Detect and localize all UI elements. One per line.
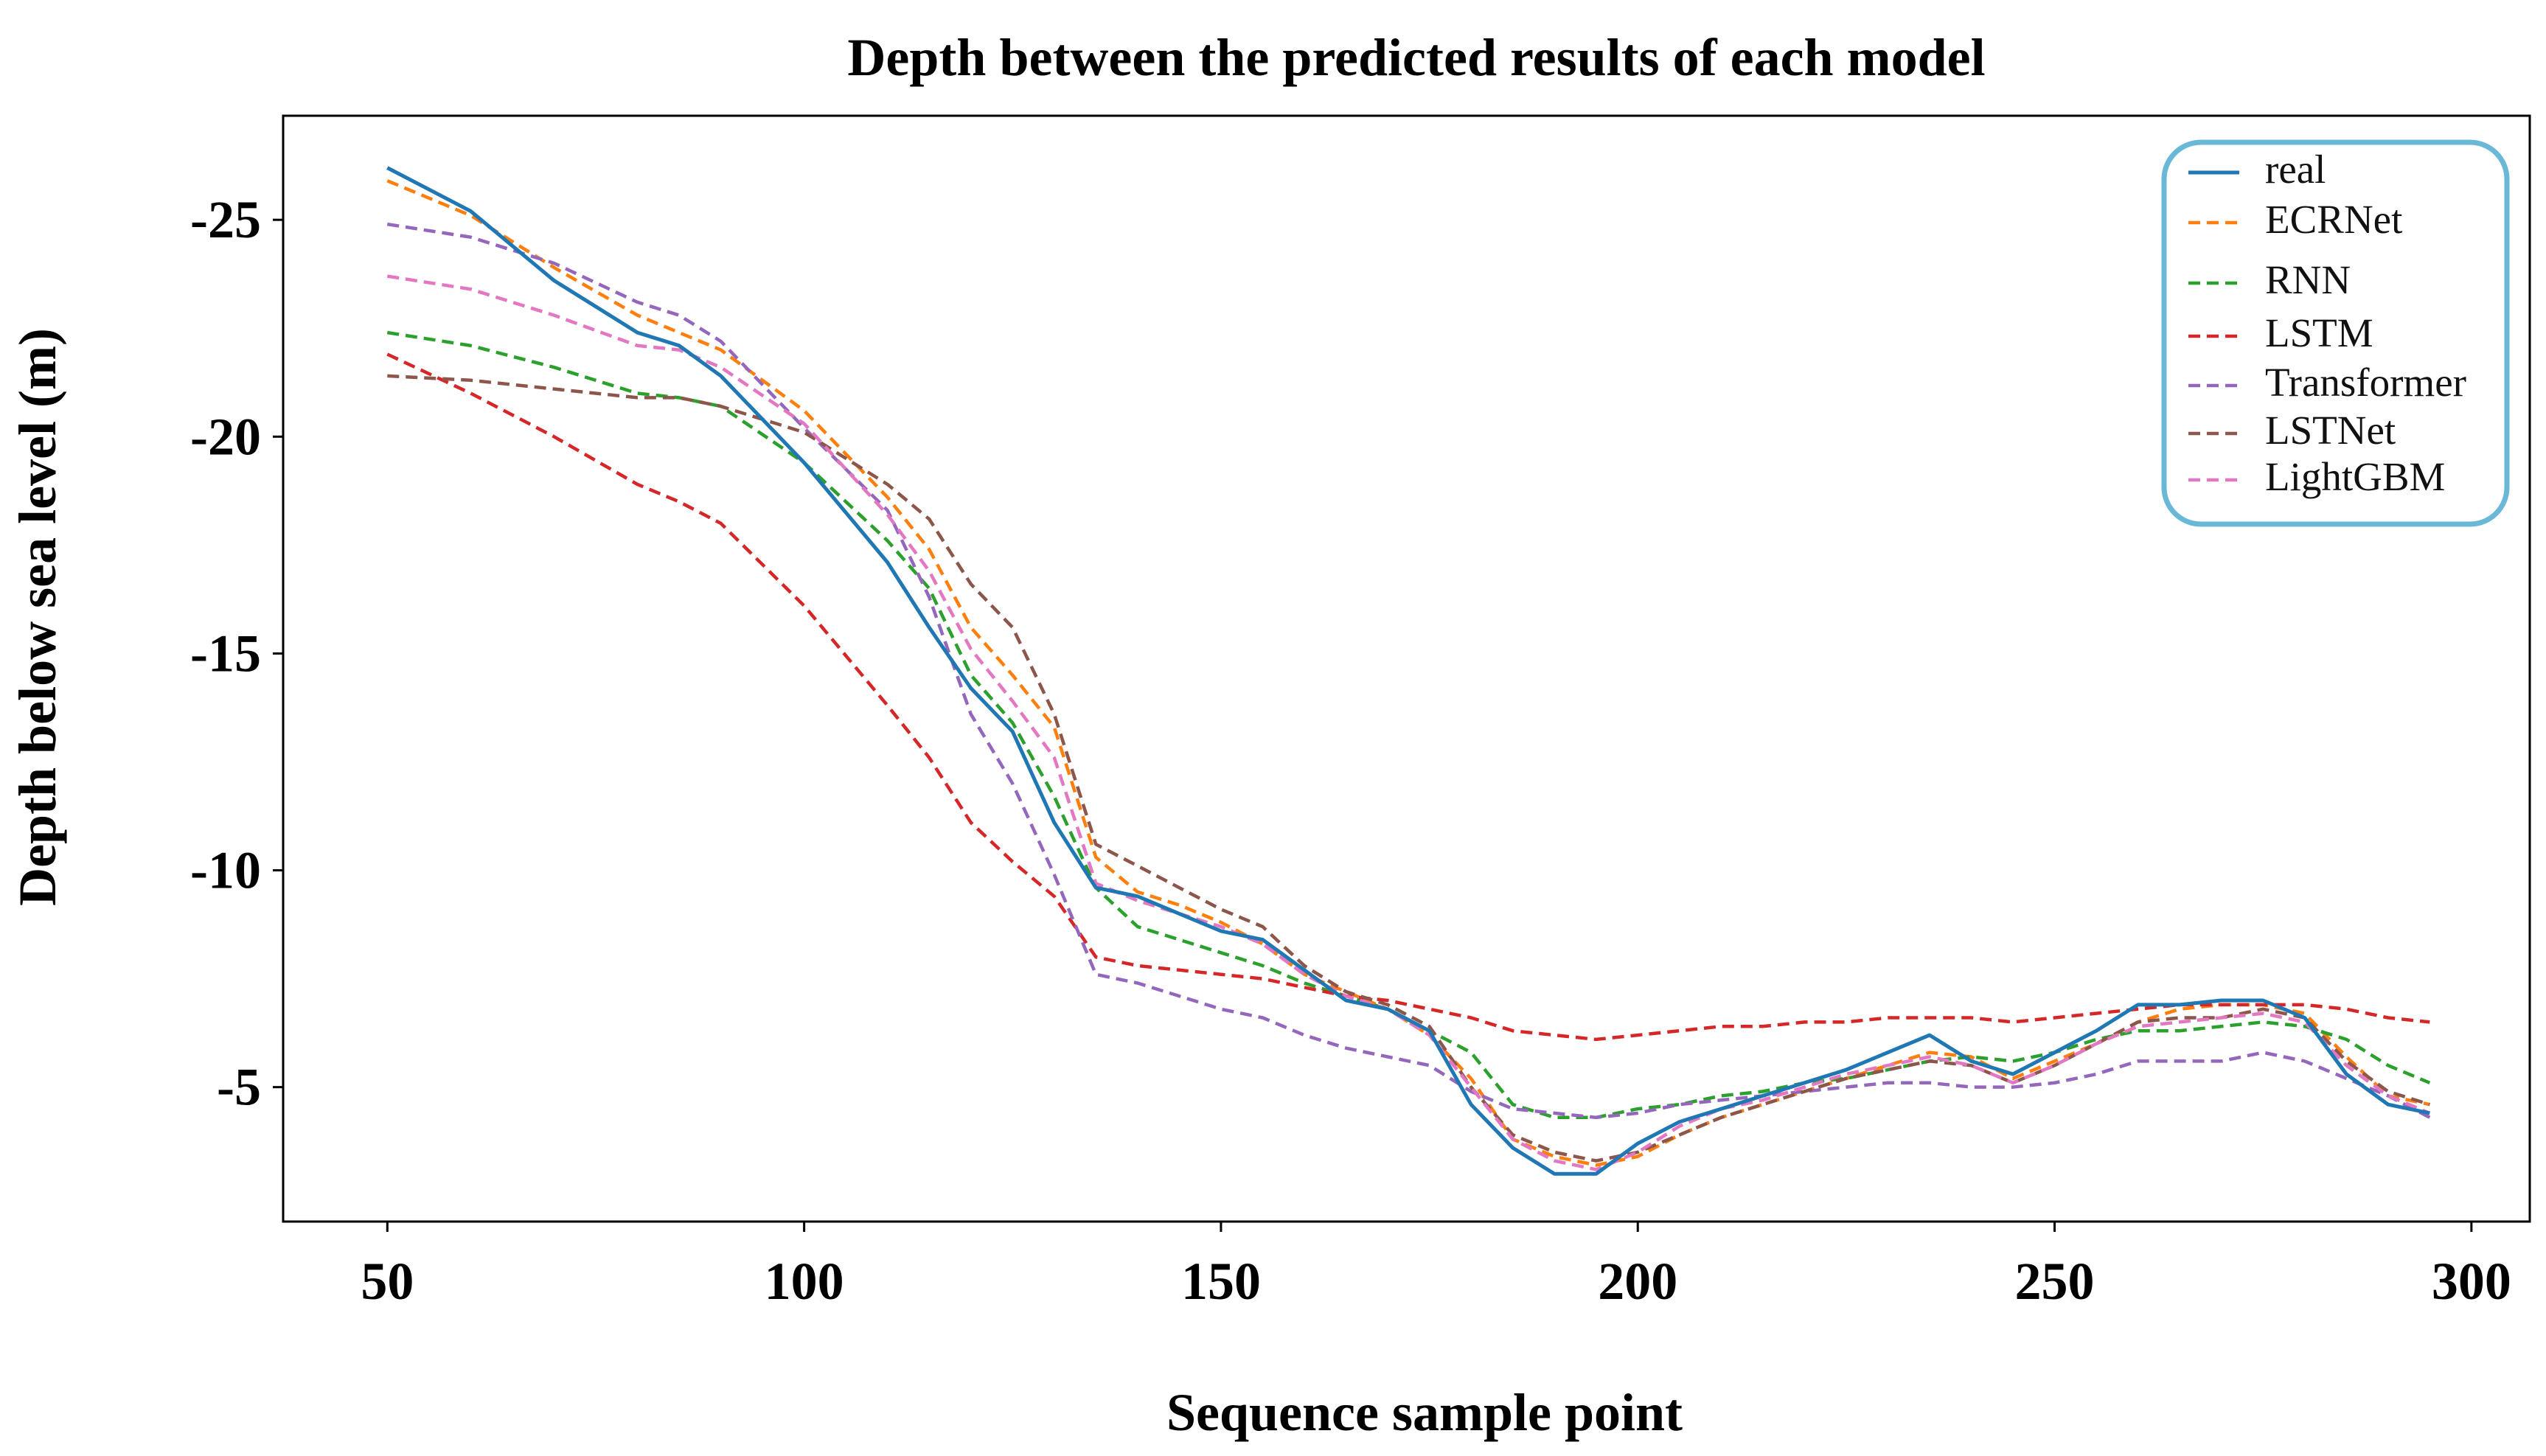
legend-label-transformer: Transformer bbox=[2265, 360, 2466, 405]
y-tick-label: -5 bbox=[217, 1058, 261, 1117]
series-line-real bbox=[386, 166, 2430, 1176]
plot-frame bbox=[282, 114, 2531, 1223]
legend-label-lstnet: LSTNet bbox=[2265, 408, 2396, 453]
legend-label-lstm: LSTM bbox=[2265, 310, 2373, 355]
series-line-lstnet bbox=[387, 374, 2430, 1163]
x-tick-label: 150 bbox=[1181, 1252, 1261, 1311]
legend-label-lightgbm: LightGBM bbox=[2265, 454, 2445, 499]
legend-label-ecrnet: ECRNet bbox=[2265, 197, 2402, 242]
legend-box bbox=[2161, 139, 2510, 527]
series-line-rnn bbox=[386, 330, 2431, 1120]
series-line-transformer bbox=[386, 222, 2431, 1120]
y-tick-label: -10 bbox=[190, 841, 261, 900]
y-tick-label: -20 bbox=[190, 407, 261, 466]
x-tick-label: 200 bbox=[1598, 1252, 1677, 1311]
series-line-ecrnet bbox=[386, 179, 2430, 1167]
x-tick-label: 300 bbox=[2432, 1252, 2511, 1311]
y-axis-label: Depth below sea level (m) bbox=[8, 328, 67, 906]
chart-title: Depth between the predicted results of e… bbox=[847, 28, 1985, 87]
x-axis: 50 100 150 200 250 300 bbox=[361, 1222, 2511, 1311]
series-line-lstm bbox=[386, 352, 2430, 1042]
legend-label-real: real bbox=[2265, 147, 2326, 192]
x-tick-label: 100 bbox=[765, 1252, 844, 1311]
x-tick-label: 250 bbox=[2015, 1252, 2095, 1311]
series-group bbox=[386, 166, 2431, 1176]
series-line-lightgbm bbox=[386, 274, 2431, 1171]
legend: real ECRNet RNN LSTM TransformerLSTNetLightG… bbox=[2161, 139, 2510, 527]
y-axis: -25 -20 -15 -10 -5 bbox=[190, 190, 283, 1117]
y-tick-label: -15 bbox=[190, 624, 261, 683]
legend-label-rnn: RNN bbox=[2265, 257, 2351, 302]
y-tick-label: -25 bbox=[190, 190, 261, 249]
x-tick-label: 50 bbox=[361, 1252, 414, 1311]
x-axis-label: Sequence sample point bbox=[1166, 1383, 1683, 1442]
